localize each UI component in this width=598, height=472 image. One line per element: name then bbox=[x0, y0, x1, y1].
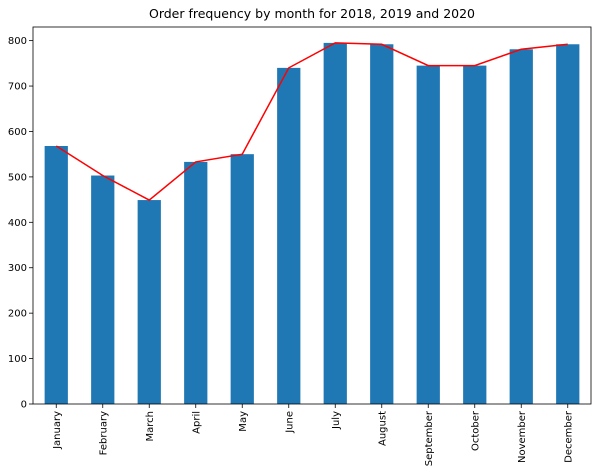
bar-march bbox=[137, 200, 161, 404]
y-tick-label: 800 bbox=[8, 36, 27, 47]
plot-frame bbox=[32, 26, 592, 405]
bar-october bbox=[463, 65, 487, 405]
y-tick-label: 700 bbox=[8, 82, 27, 93]
bar-april bbox=[184, 161, 208, 404]
bar-august bbox=[370, 44, 394, 404]
x-tick-label: May bbox=[238, 411, 249, 432]
y-tick-label: 600 bbox=[8, 127, 27, 138]
bar-july bbox=[323, 42, 347, 405]
bar-november bbox=[509, 49, 533, 404]
bar-december bbox=[556, 44, 580, 404]
bar-january bbox=[44, 146, 68, 404]
x-tick-label: September bbox=[424, 410, 435, 466]
x-tick-label: June bbox=[284, 411, 295, 434]
bar-september bbox=[416, 65, 440, 405]
y-tick-label: 400 bbox=[8, 218, 27, 229]
bar-february bbox=[91, 175, 115, 404]
y-ticks-group: 0 100 200 300 400 500 600 700 800 bbox=[8, 36, 33, 411]
trend-line bbox=[55, 42, 568, 201]
axes-group bbox=[32, 26, 592, 405]
x-ticks-group: January February March April May June July Augu… bbox=[52, 404, 574, 466]
x-tick-label: March bbox=[145, 411, 156, 441]
x-tick-label: January bbox=[52, 411, 63, 450]
x-tick-label: July bbox=[331, 411, 342, 430]
x-tick-label: February bbox=[98, 411, 109, 455]
chart-title: Order frequency by month for 2018, 2019 … bbox=[149, 6, 475, 21]
y-tick-label: 0 bbox=[21, 400, 27, 411]
bar-may bbox=[230, 154, 254, 404]
trend-line-group bbox=[55, 42, 568, 201]
x-tick-label: April bbox=[191, 411, 202, 434]
x-tick-label: November bbox=[517, 410, 528, 463]
y-tick-label: 300 bbox=[8, 263, 27, 274]
y-tick-label: 100 bbox=[8, 354, 27, 365]
y-tick-label: 200 bbox=[8, 309, 27, 320]
bars-group bbox=[44, 42, 580, 405]
x-tick-label: October bbox=[470, 410, 481, 451]
x-tick-label: December bbox=[563, 410, 574, 463]
y-tick-label: 500 bbox=[8, 172, 27, 183]
x-tick-label: August bbox=[377, 411, 388, 446]
bar-june bbox=[277, 67, 301, 404]
